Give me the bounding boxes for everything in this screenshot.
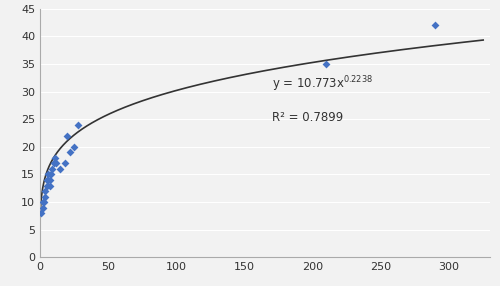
Point (38, 200, 46, 204)
Point (56, 167, 64, 171)
Point (40, 200, 48, 204)
Point (44, 172, 52, 177)
Point (38, 211, 46, 215)
Point (43, 178, 51, 182)
Point (43, 183, 51, 188)
Point (50, 161, 58, 166)
Point (432, 23, 440, 27)
Point (42, 189, 50, 193)
Point (38, 205, 46, 210)
Point (70, 144, 78, 149)
Point (74, 122, 82, 127)
Point (322, 61, 330, 66)
Text: y = 10.773x$^{0.2238}$: y = 10.773x$^{0.2238}$ (272, 75, 373, 94)
Point (60, 161, 68, 166)
Point (66, 150, 74, 155)
Point (42, 194, 50, 199)
Text: R² = 0.7899: R² = 0.7899 (272, 111, 343, 124)
Point (52, 161, 60, 166)
Point (46, 178, 54, 182)
Point (44, 178, 52, 182)
Point (48, 167, 56, 171)
Point (64, 134, 72, 138)
Point (47, 172, 55, 177)
Point (51, 156, 59, 160)
Point (46, 183, 54, 188)
